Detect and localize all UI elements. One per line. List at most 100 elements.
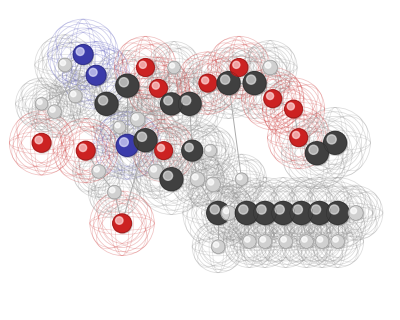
Circle shape — [324, 132, 346, 154]
Circle shape — [217, 72, 240, 94]
Circle shape — [48, 105, 62, 119]
Circle shape — [158, 144, 164, 151]
Circle shape — [192, 174, 198, 180]
Text: alamy - DC80M7: alamy - DC80M7 — [150, 301, 250, 315]
Circle shape — [161, 94, 183, 116]
Circle shape — [58, 58, 72, 72]
Circle shape — [324, 132, 348, 155]
Circle shape — [292, 132, 300, 139]
Circle shape — [108, 186, 122, 199]
Circle shape — [69, 90, 83, 103]
Circle shape — [152, 82, 159, 89]
Circle shape — [273, 203, 296, 225]
Circle shape — [208, 203, 230, 225]
Circle shape — [36, 98, 48, 111]
Circle shape — [332, 235, 345, 249]
Circle shape — [98, 96, 108, 105]
Circle shape — [108, 185, 121, 199]
Circle shape — [206, 178, 221, 192]
Circle shape — [204, 144, 217, 157]
Circle shape — [235, 202, 258, 224]
Circle shape — [73, 44, 93, 64]
Circle shape — [239, 205, 248, 214]
Circle shape — [331, 235, 344, 248]
Circle shape — [285, 100, 302, 118]
Circle shape — [236, 173, 248, 186]
Circle shape — [35, 136, 42, 144]
Circle shape — [137, 59, 155, 77]
Circle shape — [260, 237, 266, 242]
Circle shape — [236, 203, 259, 225]
Circle shape — [33, 134, 52, 153]
Circle shape — [221, 206, 236, 220]
Circle shape — [265, 91, 282, 108]
Circle shape — [164, 171, 172, 180]
Circle shape — [199, 74, 217, 92]
Circle shape — [349, 206, 364, 221]
Circle shape — [164, 96, 172, 105]
Circle shape — [37, 100, 42, 104]
Circle shape — [168, 62, 181, 74]
Circle shape — [351, 208, 356, 214]
Circle shape — [139, 61, 146, 68]
Circle shape — [114, 215, 132, 233]
Circle shape — [259, 235, 272, 249]
Circle shape — [327, 135, 336, 144]
Circle shape — [279, 235, 292, 248]
Circle shape — [224, 208, 229, 214]
Circle shape — [333, 237, 338, 242]
Circle shape — [309, 145, 318, 154]
Circle shape — [202, 77, 209, 84]
Circle shape — [212, 240, 225, 253]
Circle shape — [264, 90, 282, 108]
Circle shape — [254, 202, 276, 224]
Circle shape — [178, 92, 201, 115]
Circle shape — [149, 165, 164, 179]
Circle shape — [116, 134, 138, 156]
Circle shape — [316, 235, 329, 249]
Circle shape — [237, 175, 242, 180]
Circle shape — [76, 141, 95, 160]
Circle shape — [117, 75, 140, 98]
Circle shape — [327, 203, 350, 225]
Circle shape — [275, 205, 284, 214]
Circle shape — [290, 202, 313, 224]
Circle shape — [183, 141, 204, 162]
Circle shape — [212, 241, 226, 254]
Circle shape — [70, 91, 76, 97]
Circle shape — [265, 62, 271, 68]
Circle shape — [86, 65, 106, 85]
Circle shape — [182, 96, 191, 105]
Circle shape — [264, 61, 278, 75]
Circle shape — [115, 123, 120, 128]
Circle shape — [206, 146, 211, 151]
Circle shape — [50, 107, 55, 112]
Circle shape — [293, 205, 302, 214]
Circle shape — [306, 142, 328, 164]
Circle shape — [263, 60, 278, 75]
Circle shape — [170, 63, 175, 68]
Circle shape — [132, 114, 138, 120]
Circle shape — [35, 98, 48, 110]
Circle shape — [134, 129, 157, 152]
Circle shape — [243, 235, 257, 249]
Circle shape — [309, 203, 332, 225]
Circle shape — [161, 169, 184, 191]
Circle shape — [68, 89, 82, 103]
Circle shape — [317, 237, 323, 242]
Circle shape — [74, 45, 94, 65]
Circle shape — [266, 92, 274, 100]
Circle shape — [280, 235, 293, 249]
Circle shape — [77, 142, 96, 161]
Circle shape — [130, 112, 145, 127]
Circle shape — [222, 206, 236, 221]
Circle shape — [150, 79, 167, 97]
Circle shape — [191, 172, 205, 187]
Circle shape — [185, 143, 193, 152]
Circle shape — [119, 78, 128, 87]
Circle shape — [287, 103, 294, 110]
Circle shape — [92, 164, 106, 178]
Circle shape — [89, 68, 97, 76]
Circle shape — [205, 145, 217, 157]
Circle shape — [231, 59, 248, 77]
